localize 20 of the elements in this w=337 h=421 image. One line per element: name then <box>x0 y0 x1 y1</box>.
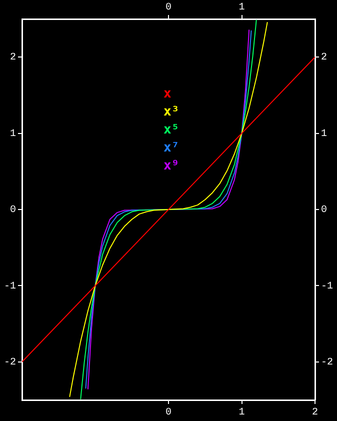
x2-tick-label: 1 <box>238 2 245 14</box>
text: x³ <box>164 104 180 120</box>
text: x⁵ <box>164 122 180 138</box>
text: x⁷ <box>164 140 180 156</box>
text: x⁹ <box>164 158 180 174</box>
x-tick-label: 1 <box>238 408 245 419</box>
x-tick-label: 2 <box>312 408 318 419</box>
y2-tick-label: -2 <box>321 358 334 369</box>
y2-tick-label: -1 <box>321 281 334 292</box>
y2-tick-label: 0 <box>321 205 328 216</box>
text: x <box>164 86 172 102</box>
x-tick-label: 0 <box>165 408 172 419</box>
y-tick-label: -2 <box>4 358 16 369</box>
y-tick-label: 0 <box>10 205 16 216</box>
y2-tick-label: 1 <box>321 128 328 140</box>
x2-tick-label: 0 <box>165 2 172 14</box>
y2-tick-label: 2 <box>321 52 328 64</box>
y-tick-label: 1 <box>10 128 16 140</box>
y-tick-label: 2 <box>10 52 16 64</box>
y-tick-label: -1 <box>4 281 16 292</box>
